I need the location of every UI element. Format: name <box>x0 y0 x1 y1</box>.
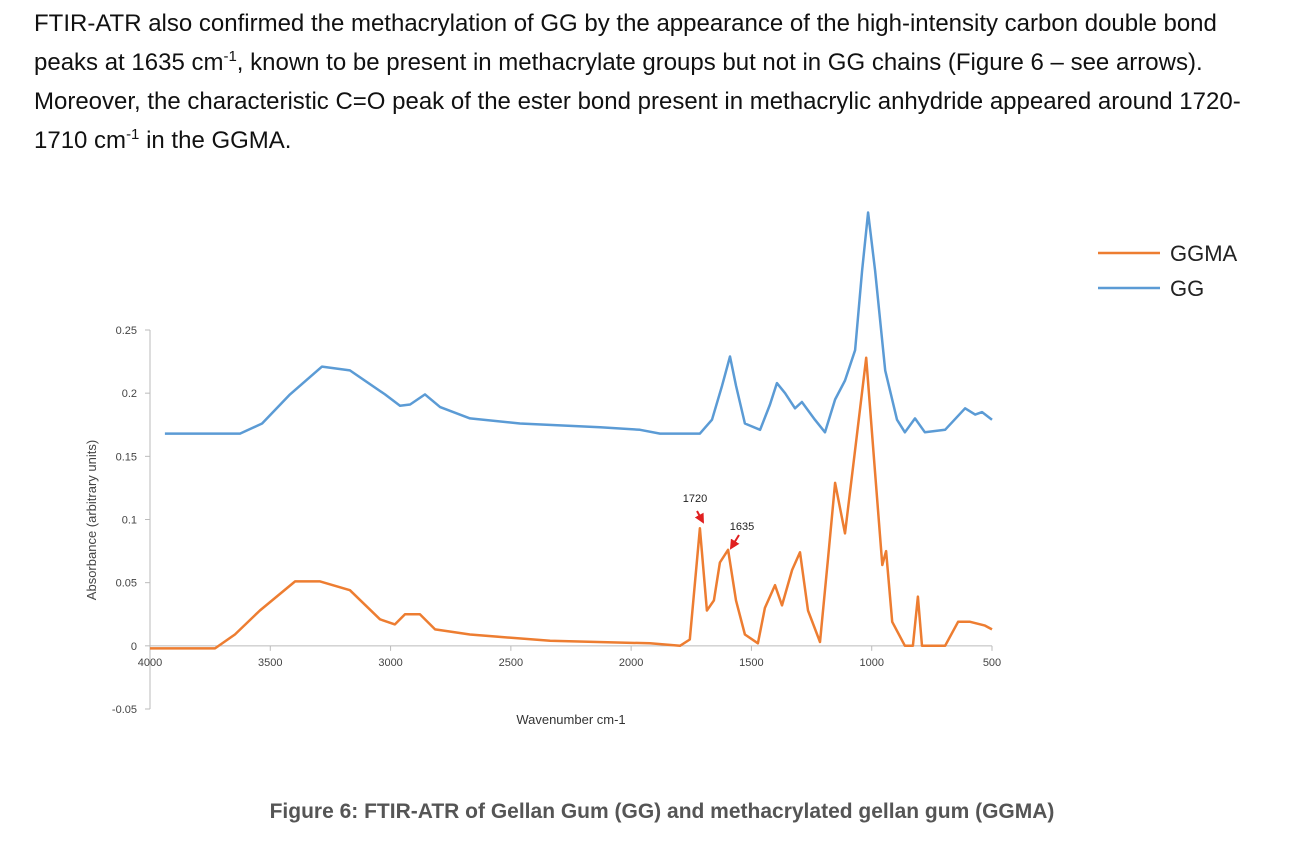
legend-label: GG <box>1170 276 1204 301</box>
annotation-arrow <box>694 510 704 524</box>
x-tick-label: 2000 <box>619 657 643 669</box>
annotation-arrow <box>729 534 740 550</box>
y-axis-label: Absorbance (arbitrary units) <box>84 440 99 600</box>
superscript: -1 <box>223 48 237 65</box>
y-tick-label: 0 <box>131 641 137 653</box>
y-tick-label: 0.1 <box>122 515 137 527</box>
x-tick-label: 4000 <box>138 657 162 669</box>
spectrum-line <box>150 356 993 650</box>
x-tick-label: 1500 <box>739 657 763 669</box>
paragraph: FTIR-ATR also confirmed the methacrylati… <box>34 4 1284 160</box>
legend-label: GGMA <box>1170 241 1238 266</box>
spectrum-line <box>164 211 993 435</box>
x-tick-label: 1000 <box>859 657 883 669</box>
text-run: , known to be present in methacrylate gr… <box>34 49 1241 154</box>
x-axis-label: Wavenumber cm-1 <box>516 712 625 727</box>
x-tick-label: 3500 <box>258 657 282 669</box>
y-tick-label: 0.15 <box>116 451 137 463</box>
y-tick-label: -0.05 <box>112 704 137 716</box>
caption: Figure 6: FTIR-ATR of Gellan Gum (GG) an… <box>270 800 1055 823</box>
text-run: in the GGMA. <box>139 127 292 154</box>
annotation: 1720 <box>683 493 707 505</box>
x-tick-label: 500 <box>983 657 1001 669</box>
y-tick-label: 0.05 <box>116 578 137 590</box>
x-tick-label: 2500 <box>499 657 523 669</box>
x-tick-label: 3000 <box>378 657 402 669</box>
annotation: 1635 <box>730 521 754 533</box>
y-tick-label: 0.25 <box>116 325 137 337</box>
y-tick-label: 0.2 <box>122 388 137 400</box>
text-run: FTIR-ATR also confirmed the methacrylati… <box>34 10 1217 76</box>
superscript: -1 <box>126 126 140 143</box>
